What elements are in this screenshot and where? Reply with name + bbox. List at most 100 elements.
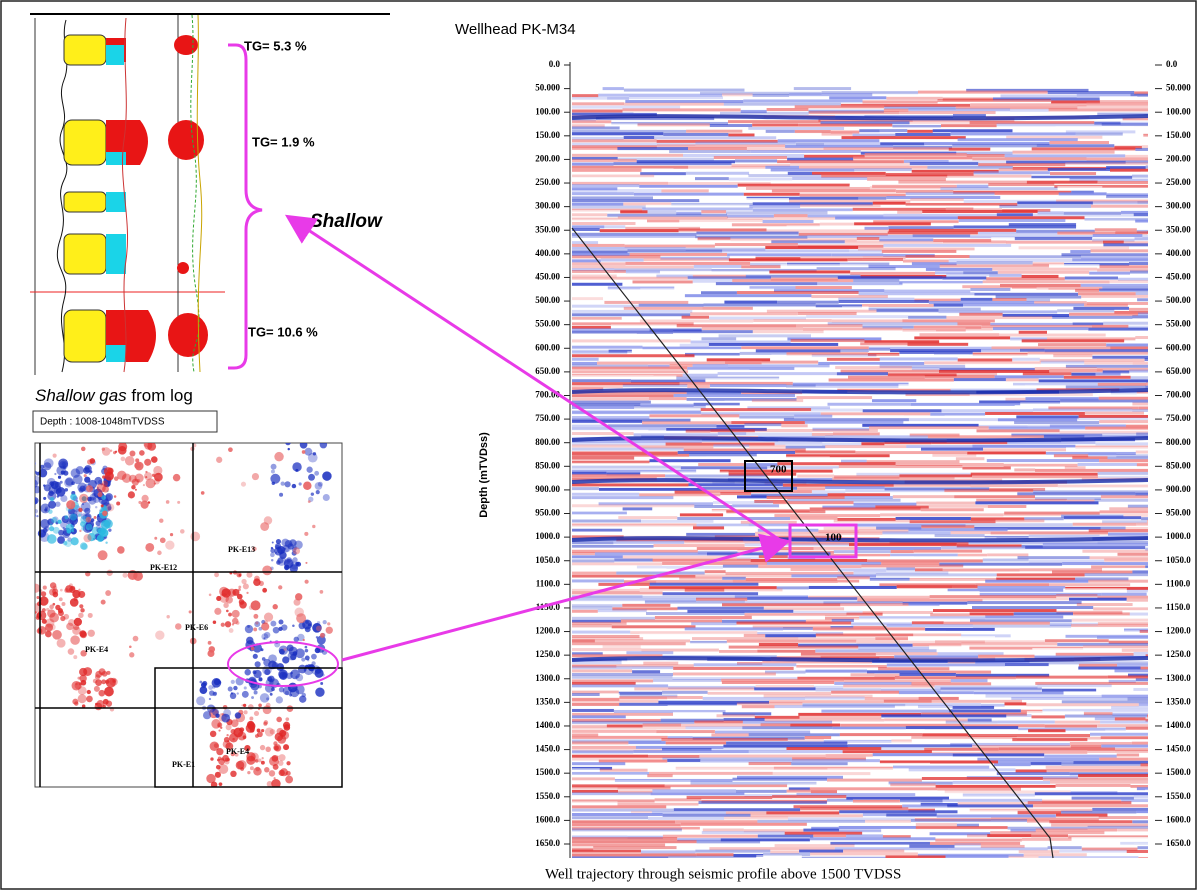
amplitude-spot xyxy=(320,590,324,594)
seismic-stripe xyxy=(1095,228,1137,231)
seismic-stripe xyxy=(791,339,865,342)
seismic-stripe xyxy=(645,601,745,604)
seismic-stripe xyxy=(1105,730,1167,733)
amplitude-spot xyxy=(116,502,120,506)
seismic-stripe xyxy=(1103,241,1124,244)
seismic-stripe xyxy=(959,697,1012,700)
seismic-stripe xyxy=(1102,123,1198,126)
depth-tick-label-right: 1550.0 xyxy=(1166,791,1191,801)
seismic-stripe xyxy=(572,166,688,169)
seismic-stripe xyxy=(1078,774,1161,777)
seismic-stripe xyxy=(854,222,931,225)
seismic-stripe xyxy=(572,496,673,499)
seismic-stripe xyxy=(598,241,709,244)
depth-tick-label: 1600.0 xyxy=(535,814,560,824)
seismic-stripe xyxy=(1098,181,1149,184)
seismic-stripe xyxy=(933,129,1013,132)
seismic-stripe xyxy=(655,616,752,619)
seismic-stripe xyxy=(878,591,980,594)
seismic-stripe xyxy=(572,244,625,247)
seismic-stripe xyxy=(833,468,894,471)
seismic-stripe xyxy=(1090,733,1198,736)
seismic-stripe xyxy=(1100,510,1157,513)
amplitude-spot xyxy=(166,615,169,618)
seismic-stripe xyxy=(572,213,607,216)
seismic-stripe xyxy=(572,132,663,135)
log-panel: TG= 5.3 % TG= 1.9 % TG= 10.6 % Shallow S… xyxy=(30,15,383,405)
seismic-stripe xyxy=(728,364,830,367)
seismic-stripe xyxy=(572,222,636,225)
seismic-stripe xyxy=(962,285,1012,288)
seismic-stripe xyxy=(1133,362,1198,365)
seismic-stripe xyxy=(850,272,935,275)
seismic-stripe xyxy=(707,358,770,361)
seismic-stripe xyxy=(876,354,969,357)
seismic-stripe xyxy=(694,721,743,724)
depth-tick-label: 900.00 xyxy=(535,484,560,494)
seismic-stripe xyxy=(1093,201,1138,204)
seismic-stripe xyxy=(832,319,903,322)
seismic-stripe xyxy=(1033,214,1134,217)
seismic-stripe xyxy=(859,129,879,132)
seismic-stripe xyxy=(633,750,748,753)
seismic-stripe xyxy=(1101,736,1153,739)
amplitude-spot xyxy=(60,481,63,484)
seismic-stripe xyxy=(1016,769,1047,772)
depth-tick-label: 1000.0 xyxy=(535,531,560,541)
seismic-stripe xyxy=(833,432,880,435)
seismic-stripe xyxy=(624,103,724,106)
seismic-stripe xyxy=(1022,339,1124,342)
seismic-stripe xyxy=(946,721,998,724)
seismic-stripe xyxy=(572,529,622,532)
map-panel: Depth : 1008-1048mTVDSS PK-E13 PK-E12 PK… xyxy=(27,381,342,789)
amplitude-spot xyxy=(83,667,92,676)
amplitude-spot xyxy=(288,448,290,450)
amplitude-spot xyxy=(52,603,55,606)
seismic-stripe xyxy=(572,89,603,92)
seismic-stripe xyxy=(624,89,745,92)
marker-label: 100 xyxy=(825,532,842,544)
amplitude-spot xyxy=(48,509,53,514)
seismic-stripe xyxy=(831,736,911,739)
seismic-stripe xyxy=(600,769,648,772)
seismic-stripe xyxy=(724,816,788,819)
amplitude-spot xyxy=(285,717,289,721)
seismic-stripe xyxy=(946,855,1009,858)
seismic-stripe xyxy=(1130,271,1159,274)
depth-tick-label-right: 1300.0 xyxy=(1166,673,1191,683)
seismic-stripe xyxy=(686,288,711,291)
amplitude-spot xyxy=(299,482,302,485)
seismic-stripe xyxy=(572,648,641,651)
depth-tick-label-right: 1100.0 xyxy=(1166,578,1191,588)
seismic-stripe xyxy=(701,291,737,294)
amplitude-spot xyxy=(296,439,299,442)
amplitude-spot xyxy=(254,711,259,716)
seismic-stripe xyxy=(1020,840,1120,843)
amplitude-spot xyxy=(47,609,55,617)
amplitude-spot xyxy=(286,439,289,442)
seismic-stripe xyxy=(991,682,1035,685)
seismic-stripe xyxy=(849,543,957,546)
seismic-stripe xyxy=(603,651,627,654)
seismic-stripe xyxy=(951,679,988,682)
seismic-stripe xyxy=(857,599,982,602)
seismic-stripe xyxy=(677,324,796,327)
seismic-stripe xyxy=(702,327,803,330)
seismic-stripe xyxy=(991,670,1114,673)
amplitude-spot xyxy=(72,626,81,635)
seismic-stripe xyxy=(1046,766,1171,769)
seismic-stripe xyxy=(572,755,648,758)
seismic-stripe xyxy=(1138,313,1188,316)
seismic-stripe xyxy=(888,231,978,234)
depth-label: Depth : 1008-1048mTVDSS xyxy=(40,417,165,428)
seismic-stripe xyxy=(913,633,961,636)
amplitude-spot xyxy=(74,701,78,705)
well-label: PK-E13 xyxy=(228,545,255,554)
seismic-stripe xyxy=(688,276,771,279)
log-caption-rest: from log xyxy=(131,386,192,405)
seismic-stripe xyxy=(1096,442,1150,445)
amplitude-spot xyxy=(63,471,68,476)
seismic-stripe xyxy=(847,613,883,616)
seismic-stripe xyxy=(678,607,764,610)
seismic-stripe xyxy=(1011,697,1127,700)
